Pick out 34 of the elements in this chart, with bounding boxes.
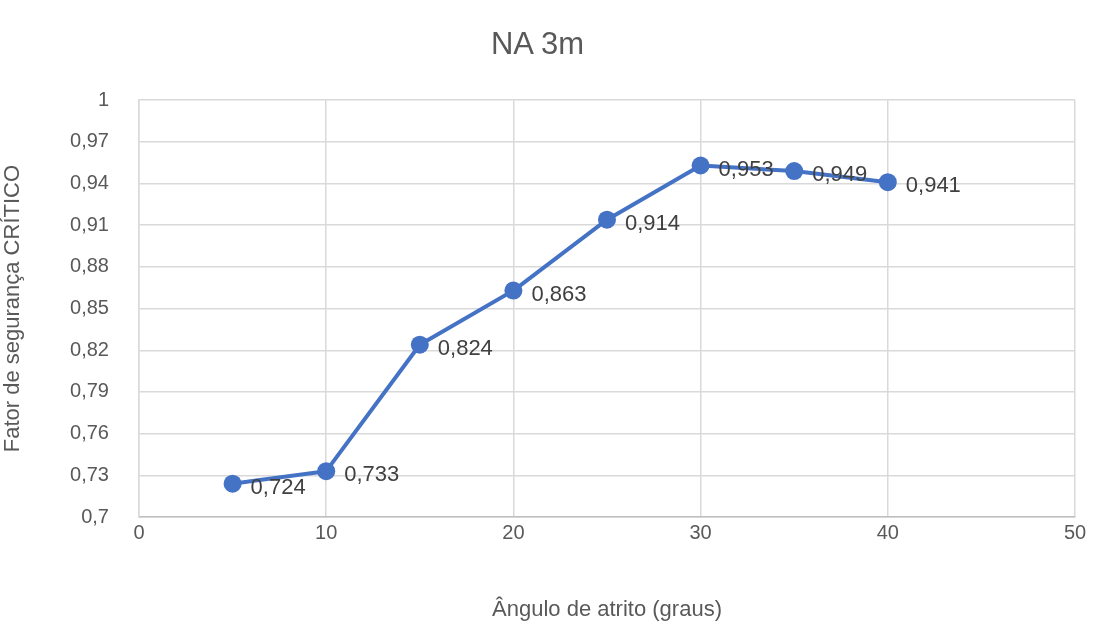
chart-title: NA 3m xyxy=(490,26,585,62)
data-label: 0,733 xyxy=(344,461,400,487)
x-tick-label: 30 xyxy=(689,520,712,543)
y-tick-label: 0,82 xyxy=(70,337,109,360)
data-label: 0,941 xyxy=(905,172,961,198)
x-tick-label: 40 xyxy=(876,520,899,543)
point xyxy=(223,474,242,493)
point xyxy=(410,335,429,354)
y-tick-label: 1 xyxy=(97,87,109,110)
data-label: 0,824 xyxy=(437,334,493,360)
data-label: 0,914 xyxy=(625,209,681,235)
y-tick-label: 0,88 xyxy=(70,254,109,277)
point xyxy=(878,173,897,192)
y-tick-label: 0,76 xyxy=(70,421,109,444)
point xyxy=(317,462,336,481)
y-tick-label: 0,73 xyxy=(70,462,109,485)
y-axis-title: Fator de segurança CRÍTICO xyxy=(0,164,25,453)
y-tick-label: 0,94 xyxy=(70,171,109,194)
x-axis-title: Ângulo de atrito (graus) xyxy=(492,595,722,621)
x-tick-label: 10 xyxy=(315,520,338,543)
data-label: 0,724 xyxy=(250,473,306,499)
x-tick-label: 50 xyxy=(1063,520,1087,543)
point xyxy=(598,210,616,229)
y-tick-label: 0,7 xyxy=(81,504,109,527)
y-tick-label: 0,85 xyxy=(70,296,109,319)
point xyxy=(785,162,804,181)
y-tick-label: 0,97 xyxy=(70,129,109,152)
data-label: 0,863 xyxy=(531,280,587,306)
y-tick-label: 0,79 xyxy=(70,379,109,402)
point xyxy=(504,281,523,300)
x-tick-label: 0 xyxy=(133,520,145,543)
y-tick-label: 0,91 xyxy=(70,212,109,235)
x-tick-label: 20 xyxy=(502,520,525,543)
point xyxy=(691,156,710,175)
